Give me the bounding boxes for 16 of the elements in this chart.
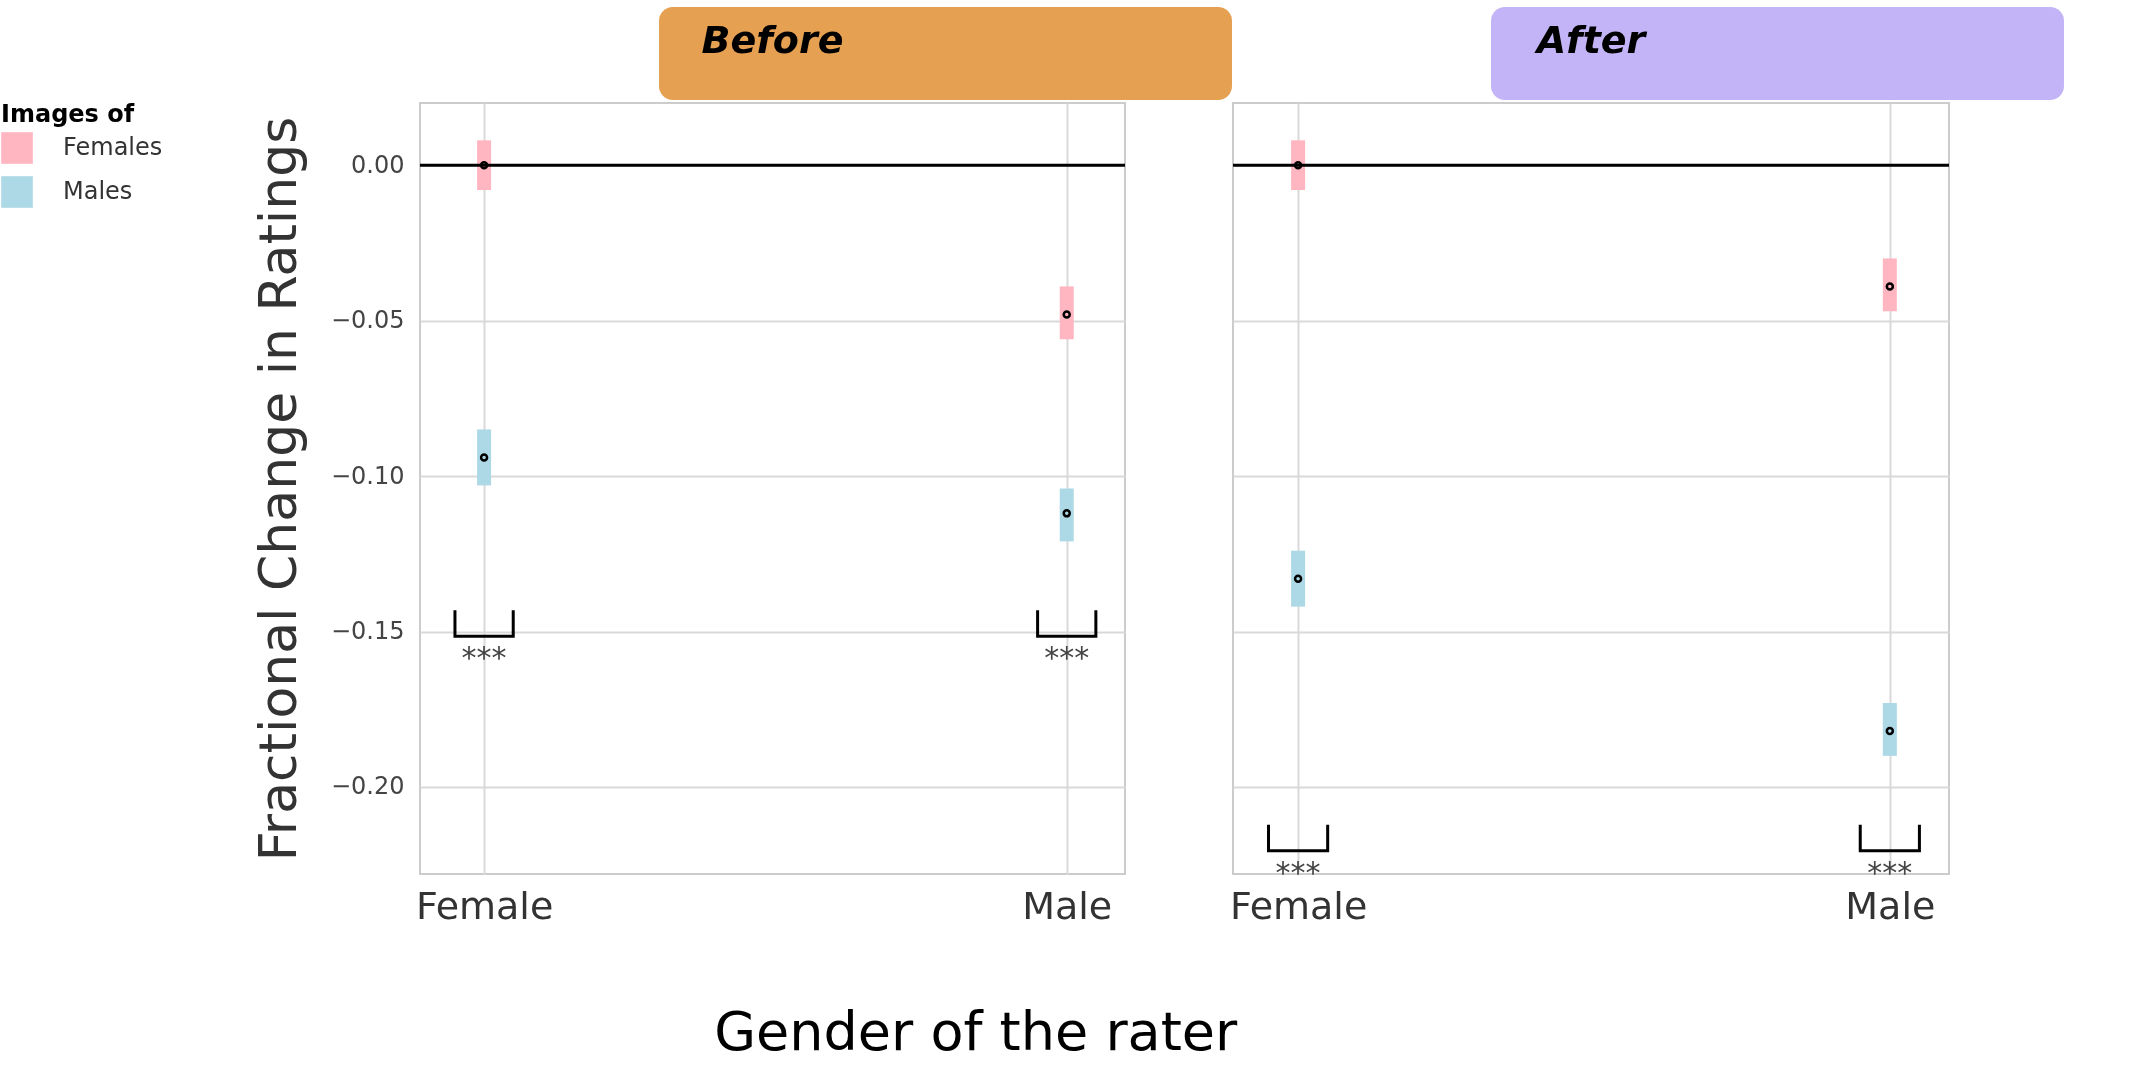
y-tick-label: −0.15 — [330, 617, 405, 646]
x-tick-label: Female — [415, 883, 554, 928]
legend-title: Images of — [1, 100, 135, 128]
annotation: *** — [1044, 640, 1090, 676]
legend-label: Females — [63, 133, 163, 161]
y-axis-title: Fractional Change in Ratings — [247, 116, 308, 862]
y-tick-label: −0.20 — [330, 772, 405, 801]
annotation: *** — [461, 640, 507, 676]
y-tick-label: −0.05 — [330, 306, 405, 335]
y-tick-label: −0.10 — [330, 461, 405, 490]
x-tick-label: Male — [1022, 883, 1113, 928]
y-tick-label: 0.00 — [351, 150, 405, 179]
chart-title: After — [1533, 18, 1648, 62]
chart-title: Before — [701, 18, 844, 62]
legend-label: Males — [63, 177, 133, 205]
x-axis-title: Gender of the rater — [714, 1000, 1239, 1063]
